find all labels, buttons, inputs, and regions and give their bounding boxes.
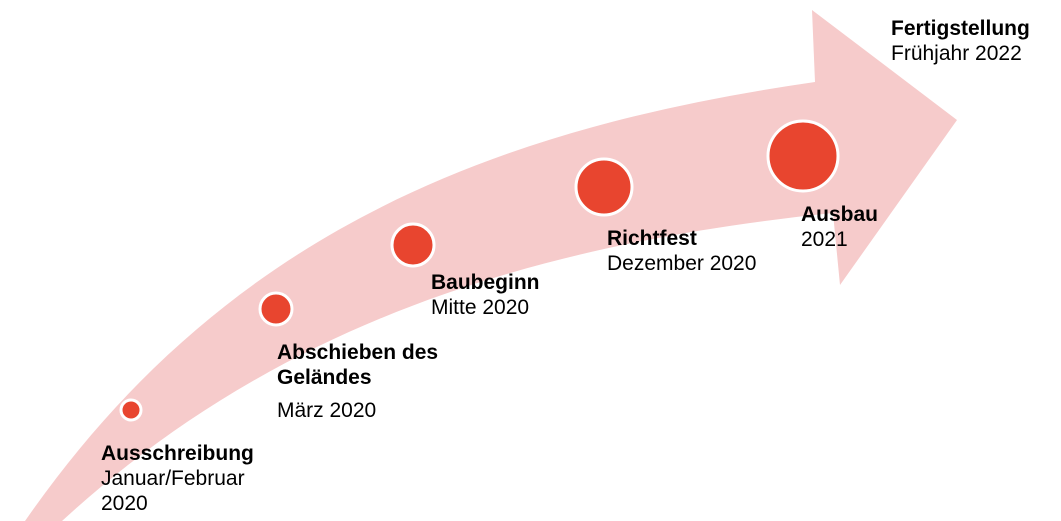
milestone-dot-baubeginn	[390, 222, 436, 268]
milestone-ausbau: Ausbau 2021	[801, 202, 878, 252]
milestone-abschieben: Abschieben des Geländes März 2020	[277, 340, 438, 423]
milestone-baubeginn: Baubeginn Mitte 2020	[431, 270, 540, 320]
curved-arrow	[25, 10, 957, 521]
milestone-date: Dezember 2020	[607, 252, 757, 275]
milestone-dot-abschieben	[258, 291, 294, 327]
milestone-dot-ausschreibung	[119, 398, 143, 422]
milestone-ausschreibung: Ausschreibung Januar/Februar 2020	[101, 441, 254, 516]
milestone-title: Ausbau	[801, 203, 879, 226]
milestone-dot-richtfest	[574, 157, 634, 217]
milestone-date: Frühjahr 2022	[891, 42, 1022, 65]
milestone-date: Mitte 2020	[431, 296, 530, 319]
milestone-title: Fertigstellung	[891, 17, 1030, 40]
milestone-fertigstellung: Fertigstellung Frühjahr 2022	[891, 16, 1030, 66]
milestone-date: Januar/Februar	[101, 467, 245, 490]
milestone-title: Ausschreibung	[101, 442, 254, 465]
milestone-title: Richtfest	[607, 227, 697, 250]
milestone-title: Baubeginn	[431, 271, 540, 294]
milestone-title: Abschieben des	[277, 341, 439, 364]
milestone-date: 2020	[101, 492, 148, 515]
milestone-dot-ausbau	[766, 119, 840, 193]
milestone-title: Geländes	[277, 366, 372, 389]
milestone-richtfest: Richtfest Dezember 2020	[607, 226, 756, 276]
milestone-date: März 2020	[277, 399, 377, 422]
milestone-date: 2021	[801, 228, 848, 251]
